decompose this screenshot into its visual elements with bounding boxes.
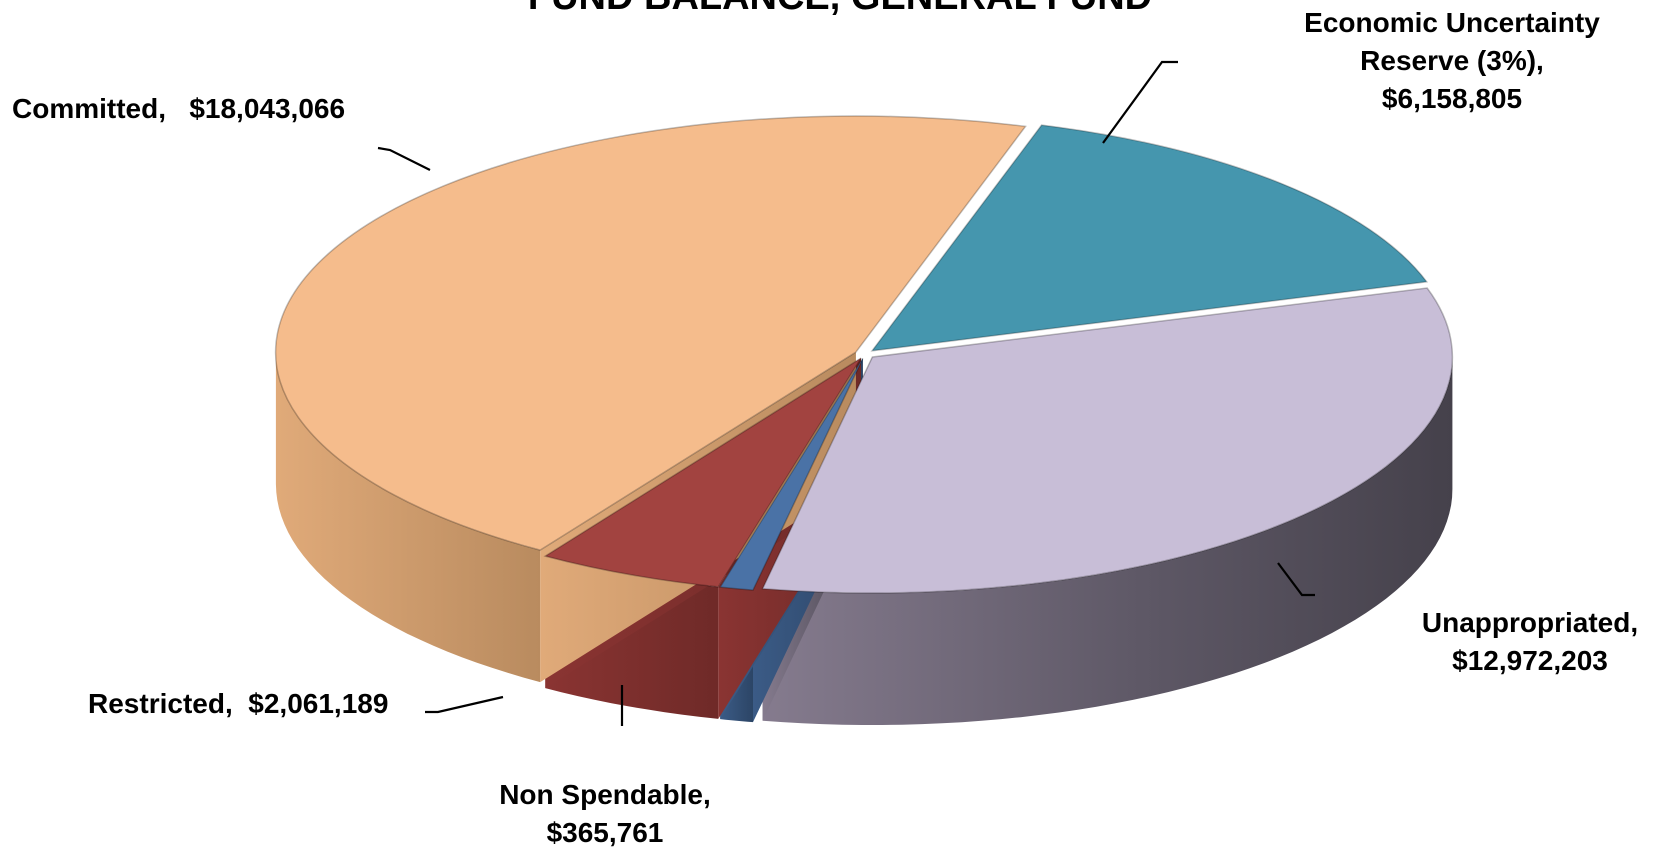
data-label-non-spendable-value: $365,761 [546,817,664,848]
leader-line-committed [377,146,431,171]
slice-side-unappropriated [762,357,1453,725]
chart-title: FUND BALANCE, GENERAL FUND [440,0,1240,19]
slice-non-spendable [718,358,864,591]
data-label-restricted: Restricted, $2,061,189 [88,685,388,723]
data-label-economic-line2: Reserve (3%), [1360,45,1544,76]
leader-line-unappropriated [1277,562,1315,597]
slice-restricted [543,357,862,588]
data-label-economic-line1: Economic Uncertainty [1304,7,1600,38]
data-label-committed: Committed, $18,043,066 [12,90,345,128]
data-label-unappropriated-name: Unappropriated, [1421,607,1639,638]
data-label-non-spendable: Non Spendable, $365,761 [455,776,755,852]
data-label-committed-name: Committed, [12,93,166,124]
data-label-non-spendable-name: Non Spendable, [499,779,711,810]
data-label-unappropriated: Unappropriated, $12,972,203 [1400,604,1660,680]
slice-economic-uncertainty [870,124,1429,352]
data-label-restricted-name: Restricted, [88,688,233,719]
data-label-committed-value: $18,043,066 [189,93,346,124]
data-label-economic-uncertainty: Economic Uncertainty Reserve (3%), $6,15… [1262,4,1642,118]
leader-line-economic [1102,60,1178,144]
data-label-restricted-value: $2,061,189 [248,688,389,719]
slice-committed [274,115,1027,551]
data-label-unappropriated-value: $12,972,203 [1452,645,1608,676]
slice-unappropriated [761,287,1454,594]
leader-line-restricted [425,695,504,714]
data-label-economic-value: $6,158,805 [1381,83,1523,114]
slice-side-committed [275,352,541,683]
